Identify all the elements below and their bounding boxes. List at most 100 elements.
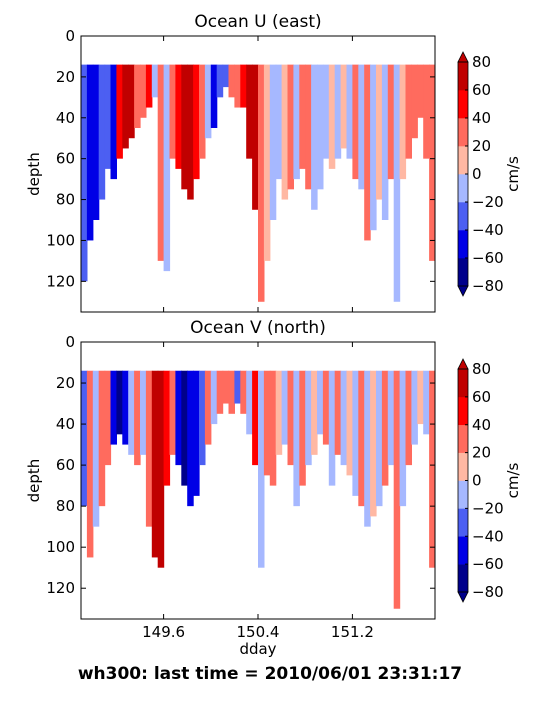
data-column	[234, 370, 241, 404]
colorbar-tick-label: −60	[472, 249, 504, 267]
colorbar-tick-label: 40	[472, 109, 491, 127]
colorbar-tick-label: −40	[472, 221, 504, 239]
data-column	[429, 64, 435, 261]
data-column	[411, 64, 418, 139]
data-column	[81, 370, 88, 507]
data-column	[263, 370, 271, 476]
colorbar-segment	[458, 202, 468, 231]
data-column	[281, 64, 289, 200]
x-axis-label: dday	[239, 640, 276, 658]
colorbar-extend-max	[457, 51, 469, 63]
colorbar-segment	[458, 62, 468, 91]
data-column	[98, 370, 106, 507]
data-column	[387, 64, 395, 180]
data-column	[210, 64, 218, 128]
data-column	[263, 64, 271, 261]
data-column	[393, 370, 401, 609]
data-column	[340, 64, 348, 149]
data-column	[128, 64, 135, 139]
data-column	[269, 64, 277, 220]
colorbar-tick-label: 60	[472, 388, 491, 406]
colorbar-extend-min	[457, 285, 469, 297]
data-column	[228, 64, 235, 98]
y-tick-label: 60	[56, 150, 75, 168]
colorbar-segment	[458, 118, 468, 147]
data-column	[405, 64, 412, 159]
data-column	[252, 64, 259, 210]
data-column	[417, 64, 424, 118]
y-tick-label: 100	[46, 538, 75, 556]
data-column	[252, 370, 259, 466]
colorbar-segment	[458, 536, 468, 565]
data-column	[145, 370, 153, 527]
data-column	[287, 370, 294, 466]
colorbar-segment	[458, 480, 468, 509]
y-tick-label: 40	[56, 415, 75, 433]
data-column	[187, 64, 194, 200]
data-column	[122, 370, 129, 445]
data-column	[181, 370, 188, 486]
data-column	[328, 64, 336, 169]
data-column	[204, 370, 212, 445]
colorbar-segment	[458, 396, 468, 426]
data-column	[275, 64, 283, 180]
data-column	[134, 64, 141, 128]
colorbar-segment	[458, 90, 468, 119]
data-column	[423, 64, 430, 159]
colorbar-segment	[458, 230, 468, 259]
x-tick-label: 149.6	[142, 623, 185, 641]
colorbar-tick-label: 80	[472, 360, 491, 378]
data-column	[98, 64, 106, 200]
footer-title: wh300: last time = 2010/06/01 23:31:17	[77, 664, 463, 684]
data-column	[269, 370, 277, 486]
data-column	[128, 370, 135, 455]
data-column	[175, 64, 182, 169]
data-column	[376, 370, 383, 507]
data-column	[317, 64, 324, 190]
colorbar-segment	[458, 258, 468, 287]
data-column	[187, 370, 194, 507]
data-column	[334, 370, 342, 455]
data-column	[299, 370, 306, 486]
data-column	[222, 64, 230, 88]
colorbar-tick-label: 40	[472, 416, 491, 434]
data-column	[157, 64, 165, 261]
data-column	[246, 64, 253, 159]
data-column	[169, 370, 176, 455]
data-column	[151, 64, 159, 98]
data-column	[417, 370, 424, 425]
data-column	[358, 370, 365, 507]
data-column	[370, 370, 377, 517]
data-column	[381, 370, 389, 486]
data-column	[281, 370, 289, 445]
data-column	[116, 64, 123, 159]
data-column	[405, 370, 412, 466]
data-column	[134, 370, 141, 466]
data-column	[352, 64, 359, 180]
data-column	[411, 370, 418, 445]
data-column	[328, 370, 336, 486]
data-column	[92, 370, 100, 527]
colorbar-tick-label: −60	[472, 555, 504, 573]
y-tick-label: 0	[65, 333, 75, 351]
colorbar-label: cm/s	[504, 156, 522, 192]
data-column	[240, 370, 247, 414]
colorbar-tick-label: −20	[472, 499, 504, 517]
data-column	[163, 64, 171, 272]
data-column	[258, 370, 265, 568]
data-column	[81, 64, 88, 282]
data-column	[358, 64, 365, 190]
data-column	[86, 64, 94, 241]
data-column	[140, 64, 147, 118]
colorbar-tick-label: 20	[472, 137, 491, 155]
data-column	[157, 370, 165, 568]
data-column	[322, 64, 330, 159]
data-column	[311, 370, 318, 455]
data-column	[317, 370, 324, 435]
plot-area	[81, 370, 435, 609]
data-column	[275, 370, 283, 455]
data-column	[92, 64, 100, 220]
data-column	[234, 64, 241, 108]
data-column	[216, 370, 224, 414]
data-column	[346, 370, 353, 476]
